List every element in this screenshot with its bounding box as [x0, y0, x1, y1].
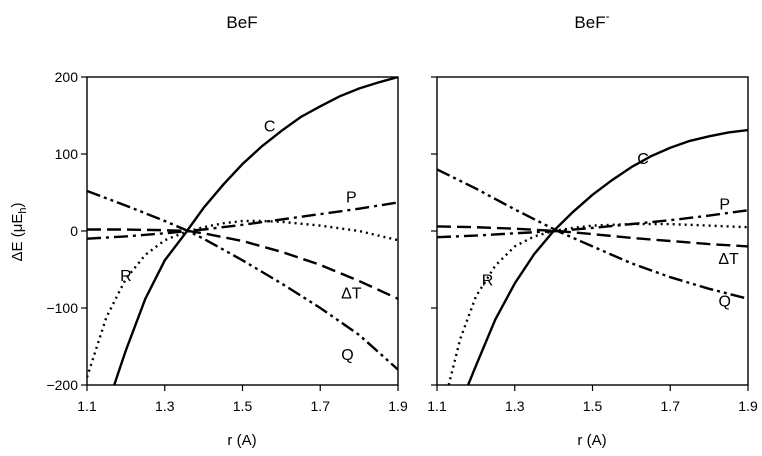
series-label-r: R — [120, 268, 132, 285]
y-axis-title: ΔE (μEh) — [9, 203, 29, 262]
panel-title-superscript: - — [606, 9, 610, 23]
x-axis-title: r (A) — [227, 432, 256, 449]
x-tick-label: 1.9 — [738, 398, 758, 414]
y-tick-label: 200 — [55, 69, 79, 85]
series-group — [87, 77, 398, 385]
y-axis-title-subscript: h — [17, 208, 29, 214]
y-axis-title-close: ) — [9, 203, 26, 208]
x-tick-label: 1.1 — [427, 398, 447, 414]
x-tick-label: 1.7 — [311, 398, 331, 414]
y-tick-label: −100 — [46, 300, 78, 316]
series-label-p: P — [719, 196, 730, 213]
x-tick-label: 1.7 — [661, 398, 681, 414]
series-line-r — [87, 219, 398, 378]
panel-title: BeF- — [574, 9, 609, 32]
y-tick-label: 100 — [55, 146, 79, 162]
x-tick-label: 1.3 — [155, 398, 175, 414]
series-label-delta-t: ΔT — [718, 251, 739, 268]
series-group — [437, 128, 748, 385]
series-label-p: P — [346, 189, 357, 206]
plot-frame — [436, 76, 749, 386]
series-line-q — [87, 189, 398, 371]
series-line-p — [437, 209, 748, 239]
series-label-c: C — [637, 151, 649, 168]
series-line-c — [113, 77, 398, 385]
panel-title-text: BeF — [226, 13, 257, 32]
series-line-delta-t — [437, 225, 748, 248]
x-tick-label: 1.5 — [233, 398, 253, 414]
series-label-c: C — [264, 119, 276, 136]
series-label-q: Q — [718, 293, 730, 310]
plot-frame — [86, 76, 399, 386]
y-tick-label: 0 — [70, 223, 78, 239]
series-label-q: Q — [341, 347, 353, 364]
series-label-delta-t: ΔT — [341, 286, 362, 303]
x-axis-title: r (A) — [577, 432, 606, 449]
y-tick-label: −200 — [46, 377, 78, 393]
x-tick-label: 1.5 — [583, 398, 603, 414]
y-axis-title-text: ΔE (μE — [9, 214, 26, 262]
series-label-r: R — [482, 273, 494, 290]
chart-panel-bef: BeF ΔE (μEh) r (A) 1.1 1.3 1.5 1.7 1.9 200 100… — [9, 13, 408, 449]
x-tick-label: 1.9 — [388, 398, 408, 414]
panel-title-text: BeF — [574, 13, 605, 32]
x-tick-label: 1.1 — [77, 398, 97, 414]
panel-title: BeF — [226, 13, 257, 32]
chart-panel-bef-anion: BeF- r (A) 1.1 1.3 1.5 1.7 1.9 C P ΔT Q R — [427, 9, 758, 449]
series-line-p — [87, 201, 398, 240]
series-line-c — [466, 128, 748, 385]
series-line-q — [437, 168, 748, 300]
x-tick-label: 1.3 — [505, 398, 525, 414]
